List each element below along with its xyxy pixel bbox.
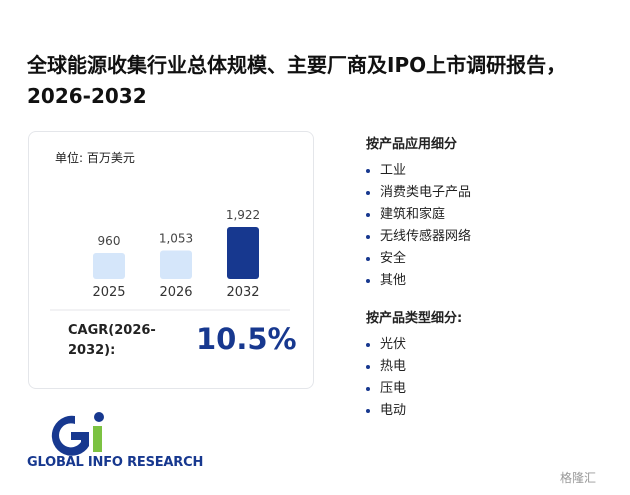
x-tick-label: 2032	[226, 285, 259, 300]
segment-item: 电动	[380, 400, 462, 422]
segment-item: 工业	[380, 160, 471, 182]
segment-list: 光伏热电压电电动	[366, 334, 462, 422]
title: 全球能源收集行业总体规模、主要厂商及IPO上市调研报告，2026-2032	[27, 53, 567, 108]
cagr-label: CAGR(2026-2032):	[68, 323, 156, 358]
bar	[93, 253, 125, 279]
segment: 按产品类型细分: 光伏热电压电电动	[366, 307, 462, 422]
segment-item: 建筑和家庭	[380, 204, 471, 226]
logo-mark	[51, 412, 104, 456]
segment-item: 光伏	[380, 334, 462, 356]
segment: 按产品应用细分工业消费类电子产品建筑和家庭无线传感器网络安全其他	[366, 133, 471, 292]
x-tick-label: 2025	[92, 285, 125, 300]
value-label: 1,053	[159, 232, 193, 246]
segment-item: 消费类电子产品	[380, 182, 471, 204]
segment-item: 压电	[380, 378, 462, 400]
watermark: 格隆汇	[560, 471, 597, 485]
segment-item: 无线传感器网络	[380, 226, 471, 248]
segment-list: 工业消费类电子产品建筑和家庭无线传感器网络安全其他	[366, 160, 471, 292]
logo-text: GLOBAL INFO RESEARCH	[27, 455, 204, 470]
bar	[160, 250, 192, 279]
x-tick-label: 2026	[159, 285, 192, 300]
value-label: 960	[98, 234, 121, 248]
segment-heading: 按产品应用细分	[366, 137, 458, 152]
bar	[227, 227, 259, 279]
segment-item: 热电	[380, 356, 462, 378]
value-label: 1,922	[226, 208, 260, 222]
segment-item: 其他	[380, 270, 471, 292]
chart: 960 2025 1,053 2026 1,922 2032	[50, 208, 290, 311]
cagr-value: 10.5%	[196, 322, 297, 356]
segment-heading: 按产品类型细分:	[366, 311, 463, 326]
card	[28, 131, 314, 389]
unit-label: 单位: 百万美元	[55, 151, 135, 165]
segment-item: 安全	[380, 248, 471, 270]
